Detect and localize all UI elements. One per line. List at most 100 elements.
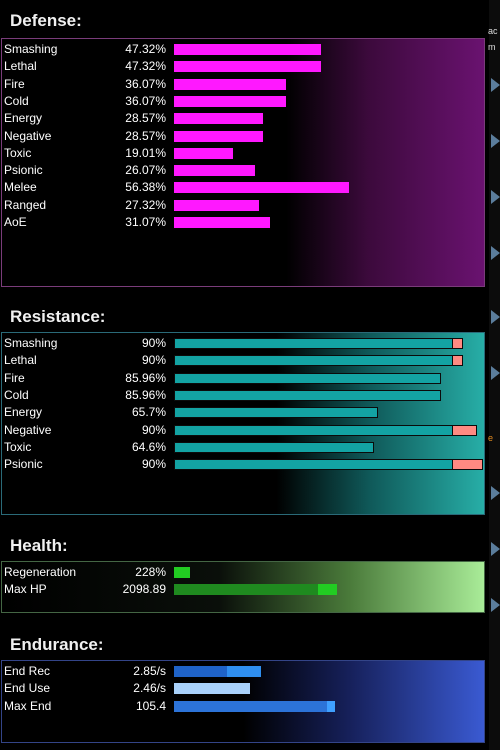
defense-bar	[174, 44, 321, 55]
defense-value: 27.32%	[125, 197, 166, 212]
defense-bar	[174, 147, 233, 159]
expand-arrow-icon[interactable]	[491, 598, 500, 612]
health-row: Regeneration 228%	[2, 564, 486, 581]
resistance-value: 90%	[141, 422, 166, 437]
defense-row: Negative 28.57%	[2, 128, 486, 145]
endurance-label: Max End	[4, 698, 52, 713]
defense-label: Cold	[4, 93, 29, 108]
defense-row: Cold 36.07%	[2, 93, 486, 110]
resistance-overcap-bar	[452, 424, 477, 436]
resistance-bar	[174, 372, 441, 384]
endurance-row: End Use 2.46/s	[2, 680, 486, 697]
resistance-value: 65.7%	[131, 405, 166, 420]
defense-label: Negative	[4, 128, 52, 143]
endurance-label: End Rec	[4, 664, 51, 678]
resistance-value: 64.6%	[131, 439, 166, 454]
expand-arrow-icon[interactable]	[491, 366, 500, 380]
health-heading: Health:	[10, 536, 68, 555]
resistance-label: Cold	[4, 387, 29, 402]
health-row: Max HP 2098.89	[2, 581, 486, 598]
endurance-value: 2.46/s	[133, 681, 166, 696]
health-label: Regeneration	[4, 565, 77, 579]
expand-arrow-icon[interactable]	[491, 246, 500, 260]
resistance-row: Fire 85.96%	[2, 370, 486, 387]
adjacent-window-text: m	[488, 42, 496, 52]
health-value: 228%	[135, 565, 166, 579]
adjacent-window-text: e	[488, 433, 494, 443]
defense-bar	[174, 95, 286, 107]
resistance-bar	[174, 441, 374, 453]
resistance-row: Smashing 90%	[2, 335, 486, 352]
adjacent-window-text: ac	[488, 26, 498, 36]
resistance-row: Negative 90%	[2, 422, 486, 439]
defense-value: 36.07%	[125, 76, 166, 91]
resistance-overcap-bar	[452, 355, 463, 367]
expand-arrow-icon[interactable]	[491, 310, 500, 324]
resistance-label: Psionic	[4, 457, 43, 472]
endurance-bar	[174, 666, 227, 677]
resistance-row: Psionic 90%	[2, 456, 486, 473]
resistance-row: Energy 65.7%	[2, 404, 486, 421]
resistance-row: Lethal 90%	[2, 352, 486, 369]
health-bonus-bar	[318, 584, 337, 596]
resistance-bar	[174, 424, 453, 436]
defense-heading: Defense:	[10, 11, 82, 30]
defense-panel: Smashing 47.32% Lethal 47.32% Fire 36.07% Cold…	[1, 38, 485, 287]
defense-bar	[174, 78, 286, 90]
resistance-overcap-bar	[452, 338, 463, 349]
resistance-value: 85.96%	[125, 370, 166, 385]
defense-label: Melee	[4, 180, 37, 195]
resistance-label: Lethal	[4, 353, 37, 368]
defense-value: 47.32%	[125, 59, 166, 74]
defense-label: Lethal	[4, 59, 37, 74]
expand-arrow-icon[interactable]	[491, 486, 500, 500]
defense-bar	[174, 113, 263, 125]
health-bar	[174, 567, 190, 578]
defense-value: 28.57%	[125, 128, 166, 143]
defense-row: Ranged 27.32%	[2, 197, 486, 214]
defense-label: Energy	[4, 111, 43, 126]
defense-value: 19.01%	[125, 145, 166, 160]
defense-bar	[174, 61, 321, 73]
defense-label: Psionic	[4, 163, 43, 178]
defense-value: 56.38%	[125, 180, 166, 195]
defense-row: Energy 28.57%	[2, 110, 486, 127]
expand-arrow-icon[interactable]	[491, 78, 500, 92]
endurance-bonus-bar	[227, 666, 261, 677]
resistance-panel: Smashing 90% Lethal 90% Fire 85.96% Cold 85.96%…	[1, 332, 485, 515]
endurance-bar	[174, 700, 327, 712]
defense-value: 26.07%	[125, 163, 166, 178]
resistance-label: Smashing	[4, 336, 58, 350]
expand-arrow-icon[interactable]	[491, 542, 500, 556]
defense-value: 47.32%	[125, 42, 166, 56]
endurance-row: Max End 105.4	[2, 698, 486, 715]
defense-bar	[174, 199, 259, 211]
resistance-heading: Resistance:	[10, 307, 106, 326]
endurance-value: 105.4	[135, 698, 166, 713]
health-value: 2098.89	[122, 582, 166, 597]
defense-row: Lethal 47.32%	[2, 58, 486, 75]
defense-row: Toxic 19.01%	[2, 145, 486, 162]
health-label: Max HP	[4, 582, 47, 597]
expand-arrow-icon[interactable]	[491, 190, 500, 204]
defense-value: 31.07%	[125, 215, 166, 229]
defense-row: Melee 56.38%	[2, 179, 486, 196]
defense-bar	[174, 182, 349, 194]
resistance-value: 90%	[141, 457, 166, 472]
resistance-label: Energy	[4, 405, 43, 420]
defense-value: 36.07%	[125, 93, 166, 108]
defense-label: AoE	[4, 215, 27, 229]
defense-row: Smashing 47.32%	[2, 41, 486, 58]
endurance-label: End Use	[4, 681, 51, 696]
defense-label: Fire	[4, 76, 25, 91]
endurance-row: End Rec 2.85/s	[2, 663, 486, 680]
defense-value: 28.57%	[125, 111, 166, 126]
defense-row: Psionic 26.07%	[2, 162, 486, 179]
defense-bar	[174, 217, 270, 228]
expand-arrow-icon[interactable]	[491, 134, 500, 148]
resistance-label: Negative	[4, 422, 52, 437]
health-panel: Regeneration 228% Max HP 2098.89	[1, 561, 485, 613]
defense-label: Smashing	[4, 42, 58, 56]
resistance-row: Cold 85.96%	[2, 387, 486, 404]
resistance-label: Fire	[4, 370, 25, 385]
